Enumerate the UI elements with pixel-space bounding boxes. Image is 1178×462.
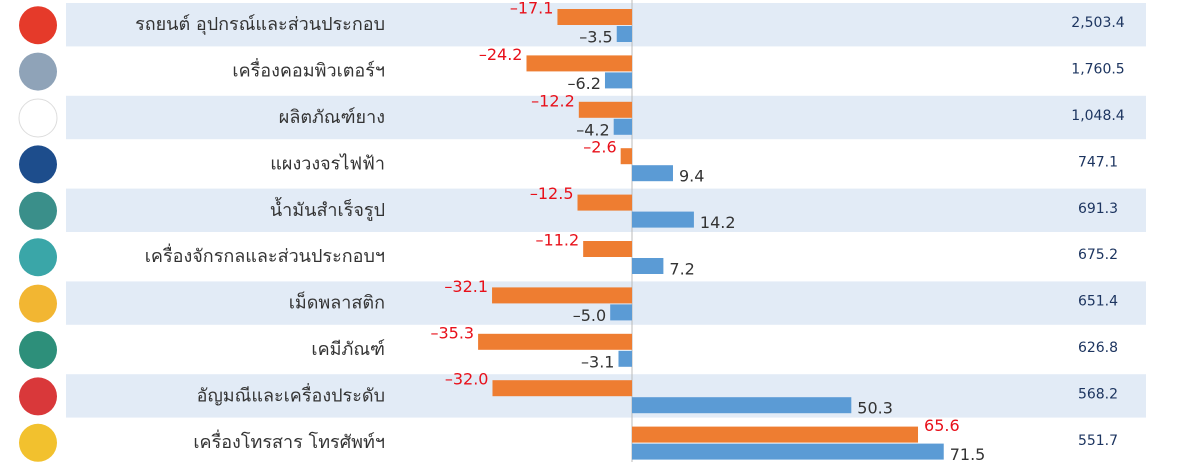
value-label: –11.2 bbox=[536, 231, 580, 250]
category-label: เม็ดพลาสติก bbox=[289, 291, 385, 314]
total-value: 568.2 bbox=[1078, 386, 1118, 402]
total-value: 651.4 bbox=[1078, 294, 1118, 310]
bar bbox=[632, 426, 919, 443]
bar bbox=[616, 26, 632, 42]
category-label: รถยนต์ อุปกรณ์และส่วนประกอบ bbox=[135, 14, 385, 35]
icon bbox=[19, 238, 57, 277]
bar bbox=[478, 333, 632, 350]
bar bbox=[526, 55, 632, 72]
category-label: อัญมณีและเครื่องประดับ bbox=[197, 382, 385, 406]
value-label: –32.0 bbox=[445, 370, 489, 389]
value-label: –17.1 bbox=[510, 0, 554, 18]
bar bbox=[613, 118, 632, 135]
bar bbox=[632, 443, 944, 460]
bar bbox=[492, 380, 632, 397]
value-label: 65.6 bbox=[924, 416, 960, 435]
value-label: –12.5 bbox=[530, 184, 574, 203]
value-label: –4.2 bbox=[576, 120, 609, 139]
bar bbox=[577, 194, 632, 211]
category-label: แผงวงจรไฟฟ้า bbox=[270, 152, 385, 174]
category-label: เครื่องคอมพิวเตอร์ฯ bbox=[232, 58, 385, 82]
bar bbox=[632, 258, 664, 274]
value-label: –6.2 bbox=[568, 74, 601, 93]
icon bbox=[19, 52, 57, 91]
total-value: 551.7 bbox=[1078, 433, 1118, 449]
bar bbox=[632, 211, 694, 228]
value-label: 50.3 bbox=[857, 399, 893, 418]
value-label: –35.3 bbox=[430, 323, 474, 342]
category-label: น้ำมันสำเร็จรูป bbox=[270, 197, 385, 221]
icon bbox=[19, 377, 57, 416]
total-value: 1,760.5 bbox=[1071, 62, 1124, 78]
value-label: 71.5 bbox=[950, 445, 986, 462]
value-label: –5.0 bbox=[573, 306, 606, 325]
icon bbox=[19, 423, 57, 462]
value-label: –3.5 bbox=[579, 28, 612, 47]
value-label: 7.2 bbox=[669, 260, 694, 279]
category-label: เคมีภัณฑ์ bbox=[311, 339, 385, 360]
bar bbox=[632, 397, 852, 414]
icon bbox=[19, 6, 57, 45]
category-label: ผลิตภัณฑ์ยาง bbox=[279, 107, 385, 128]
bar bbox=[632, 165, 673, 182]
value-label: –32.1 bbox=[444, 277, 488, 296]
bar bbox=[583, 241, 632, 257]
value-label: –3.1 bbox=[581, 352, 614, 371]
category-label: เครื่องโทรสาร โทรศัพท์ฯ bbox=[193, 429, 385, 453]
bar bbox=[618, 350, 632, 367]
total-value: 747.1 bbox=[1078, 154, 1118, 170]
bar bbox=[578, 101, 632, 118]
total-value: 2,503.4 bbox=[1071, 15, 1125, 31]
total-value: 626.8 bbox=[1078, 340, 1118, 356]
icon bbox=[18, 98, 58, 138]
bar bbox=[492, 287, 632, 304]
category-label: เครื่องจักรกลและส่วนประกอบฯ bbox=[145, 243, 385, 267]
total-value: 691.3 bbox=[1078, 201, 1118, 217]
icon bbox=[19, 191, 57, 230]
value-label: –24.2 bbox=[479, 45, 523, 64]
total-value: 1,048.4 bbox=[1071, 108, 1125, 124]
value-label: 14.2 bbox=[700, 213, 736, 232]
icon bbox=[19, 284, 57, 323]
value-label: –12.2 bbox=[531, 91, 575, 110]
total-value: 675.2 bbox=[1078, 247, 1118, 263]
bar bbox=[620, 148, 632, 165]
icon bbox=[19, 331, 57, 369]
bar bbox=[610, 304, 632, 321]
bar bbox=[604, 72, 632, 89]
value-label: 9.4 bbox=[679, 167, 704, 186]
icon bbox=[19, 145, 57, 184]
value-label: –2.6 bbox=[583, 138, 616, 157]
bar bbox=[557, 9, 632, 25]
